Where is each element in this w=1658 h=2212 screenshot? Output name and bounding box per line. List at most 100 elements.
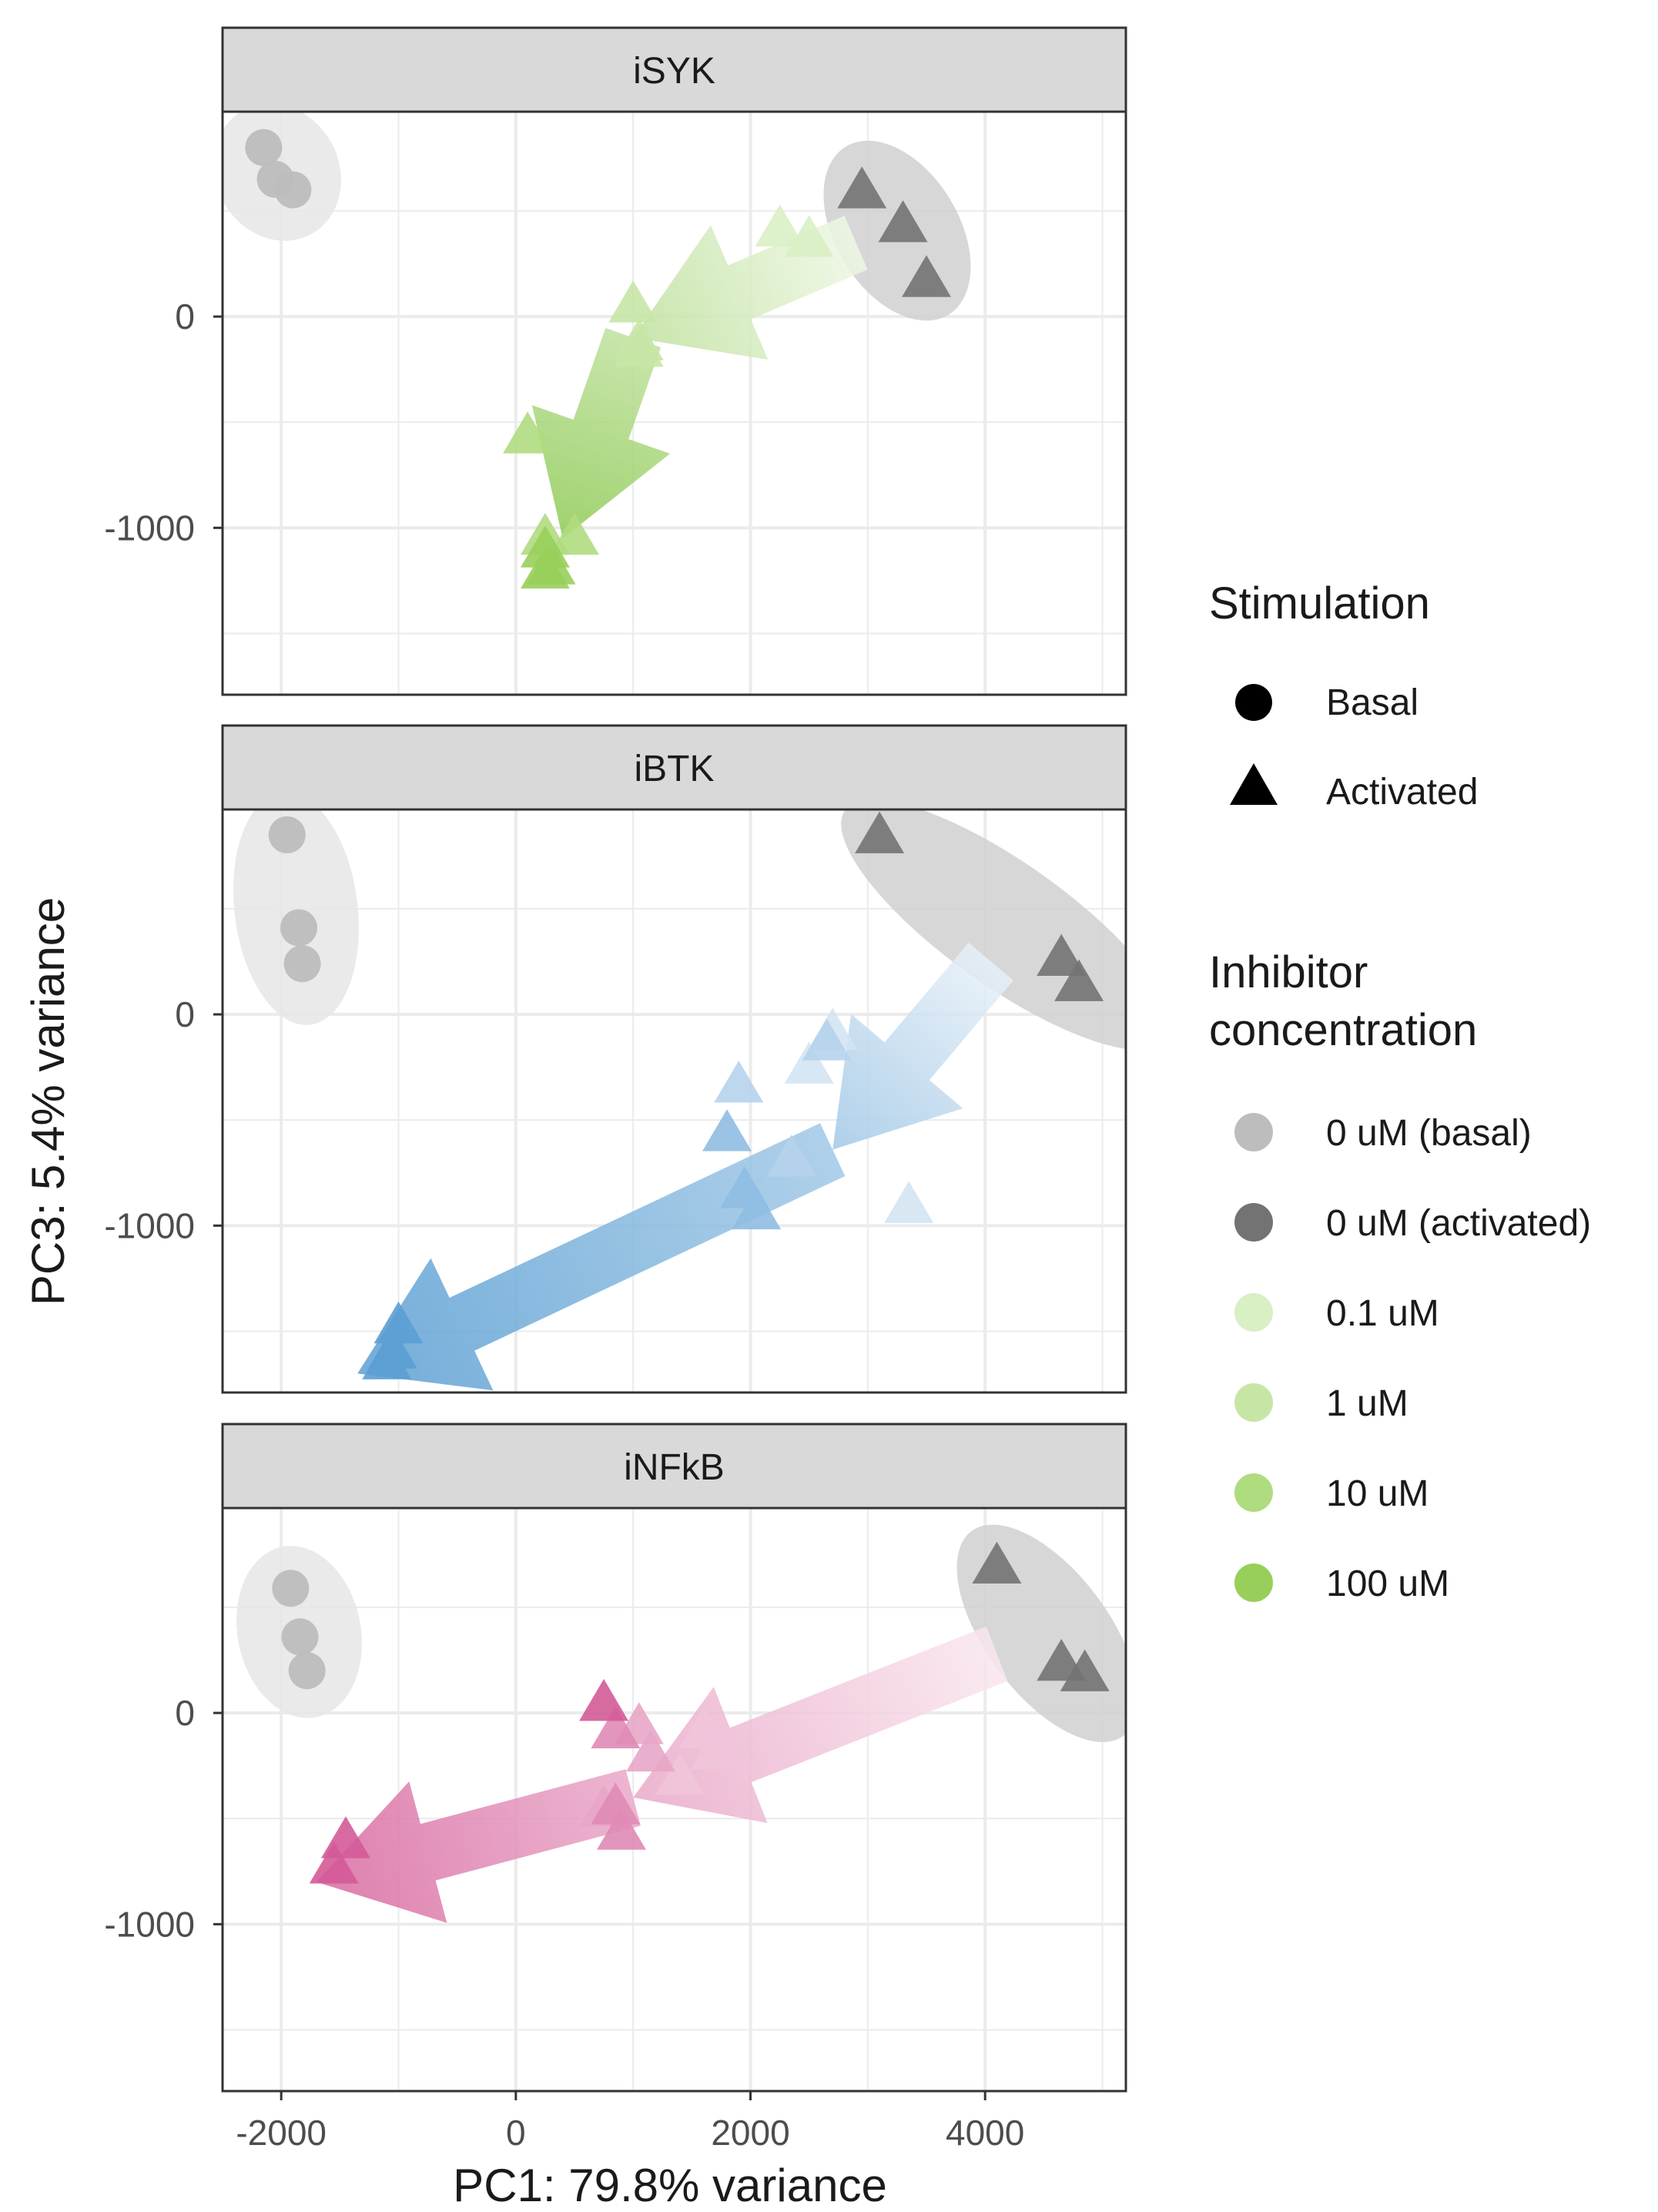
activated-point: [626, 1729, 676, 1772]
legend-label: 0 uM (activated): [1326, 1203, 1591, 1244]
basal-point: [274, 171, 312, 209]
activated-point: [878, 199, 928, 243]
legend-color-key: [1234, 1113, 1273, 1151]
activated-point: [784, 215, 834, 257]
legend-item-activated: Activated: [1230, 763, 1478, 813]
legend-stimulation-title: Stimulation: [1209, 578, 1430, 628]
legend-label: 0.1 uM: [1326, 1293, 1439, 1334]
arrow-segment: [832, 942, 1013, 1150]
legend-triangle-key: [1230, 763, 1278, 805]
y-tick-label: -1000: [104, 508, 195, 548]
activated-point: [373, 1301, 424, 1344]
panel-border: [221, 110, 1127, 696]
activated-point: [690, 1728, 740, 1770]
activated-point: [655, 1752, 705, 1795]
basal-point: [281, 1618, 319, 1656]
legend-item-concentration: 100 uM: [1234, 1563, 1449, 1604]
facet-strip: [221, 26, 1127, 113]
activated-point: [732, 1187, 782, 1230]
plot-area: [223, 1508, 1126, 2091]
basal-ellipse: [233, 809, 359, 1025]
arrow-segment: [357, 1123, 846, 1391]
legend-label: Activated: [1326, 772, 1478, 813]
activated-point: [714, 1061, 764, 1103]
activated-point: [702, 1109, 752, 1151]
x-tick-label: 0: [506, 2113, 526, 2153]
activated-point: [596, 1808, 646, 1850]
activated-point: [784, 1041, 834, 1084]
activated-point: [309, 1842, 359, 1884]
basal-point: [280, 909, 318, 947]
activated-point: [855, 811, 905, 853]
activated-point: [972, 1541, 1022, 1584]
legend-label: Basal: [1326, 682, 1419, 723]
y-tick-label: -1000: [104, 1904, 195, 1944]
activated-point: [902, 255, 952, 297]
y-tick-label: 0: [175, 297, 195, 337]
legend-item-concentration: 0 uM (basal): [1234, 1113, 1532, 1154]
legend-circle-key: [1235, 684, 1272, 721]
legend-color-key: [1234, 1473, 1273, 1512]
activated-point: [579, 1678, 629, 1721]
y-tick-label: 0: [175, 1693, 195, 1733]
activated-point: [755, 204, 805, 246]
panel-border: [221, 1507, 1127, 2093]
y-tick-label: -1000: [104, 1205, 195, 1245]
plot-background: [223, 112, 1126, 695]
plot-area: [223, 809, 1126, 1393]
facet-title: iNFkB: [624, 1447, 725, 1488]
arrow-segment: [316, 1769, 641, 1923]
arrow-segment: [633, 1626, 1008, 1824]
activated-point: [802, 1018, 852, 1061]
legend-color-key: [1234, 1383, 1273, 1422]
facet-title: iSYK: [633, 51, 715, 92]
legend-color-key: [1234, 1563, 1273, 1602]
facet-strip: [221, 724, 1127, 811]
y-tick-label: 0: [175, 994, 195, 1034]
panel-border: [221, 808, 1127, 1394]
legend-inhibitor-title-line1: Inhibitor: [1209, 947, 1368, 997]
basal-point: [245, 129, 283, 166]
legend: Stimulation Basal Activated Inhibitor co…: [1209, 578, 1591, 1604]
x-tick-label: 2000: [711, 2113, 789, 2153]
activated-point: [1060, 1649, 1110, 1691]
panels: iSYK 0 -1000 iBTK 0 -1000 iNFkB 0 -1000 -2000 0 200…: [104, 26, 1127, 2153]
facet-title: iBTK: [634, 749, 714, 789]
activated-point: [608, 280, 658, 323]
activated-point: [362, 1337, 412, 1379]
activated-point: [884, 1181, 934, 1223]
basal-point: [268, 816, 306, 853]
panel-infkb: iNFkB 0 -1000 -2000 0 2000 4000: [104, 1423, 1127, 2153]
x-axis-title: PC1: 79.8% variance: [453, 2160, 887, 2211]
basal-point: [288, 1652, 326, 1690]
x-tick-label: 4000: [946, 2113, 1024, 2153]
legend-item-concentration: 1 uM: [1234, 1383, 1408, 1424]
x-tick-label: -2000: [236, 2113, 327, 2153]
activated-point: [1054, 959, 1104, 1001]
arrow-segment: [531, 327, 671, 539]
panel-ibtk: iBTK 0 -1000: [104, 724, 1127, 1394]
inhibitor-legend-items: 0 uM (basal) 0 uM (activated) 0.1 uM 1 uM 10…: [1234, 1113, 1591, 1604]
legend-label: 0 uM (basal): [1326, 1113, 1532, 1154]
activated-point: [591, 1706, 641, 1748]
facet-strip: [221, 1423, 1127, 1510]
basal-point: [272, 1570, 310, 1607]
activated-point: [837, 166, 887, 209]
legend-label: 10 uM: [1326, 1473, 1429, 1514]
legend-item-basal: Basal: [1235, 682, 1419, 723]
legend-item-concentration: 0 uM (activated): [1234, 1203, 1591, 1244]
legend-item-concentration: 10 uM: [1234, 1473, 1429, 1514]
basal-point: [283, 945, 321, 983]
activated-point: [766, 1134, 816, 1177]
y-axis-title: PC3: 5.4% variance: [22, 897, 74, 1305]
legend-label: 1 uM: [1326, 1383, 1408, 1424]
legend-inhibitor-title-line2: concentration: [1209, 1005, 1477, 1055]
panel-isyk: iSYK 0 -1000: [104, 26, 1127, 696]
activated-point: [1037, 933, 1087, 976]
activated-point: [526, 542, 576, 585]
activated-point: [591, 1782, 641, 1825]
legend-item-concentration: 0.1 uM: [1234, 1293, 1439, 1334]
activated-point: [614, 324, 664, 367]
legend-label: 100 uM: [1326, 1563, 1449, 1604]
